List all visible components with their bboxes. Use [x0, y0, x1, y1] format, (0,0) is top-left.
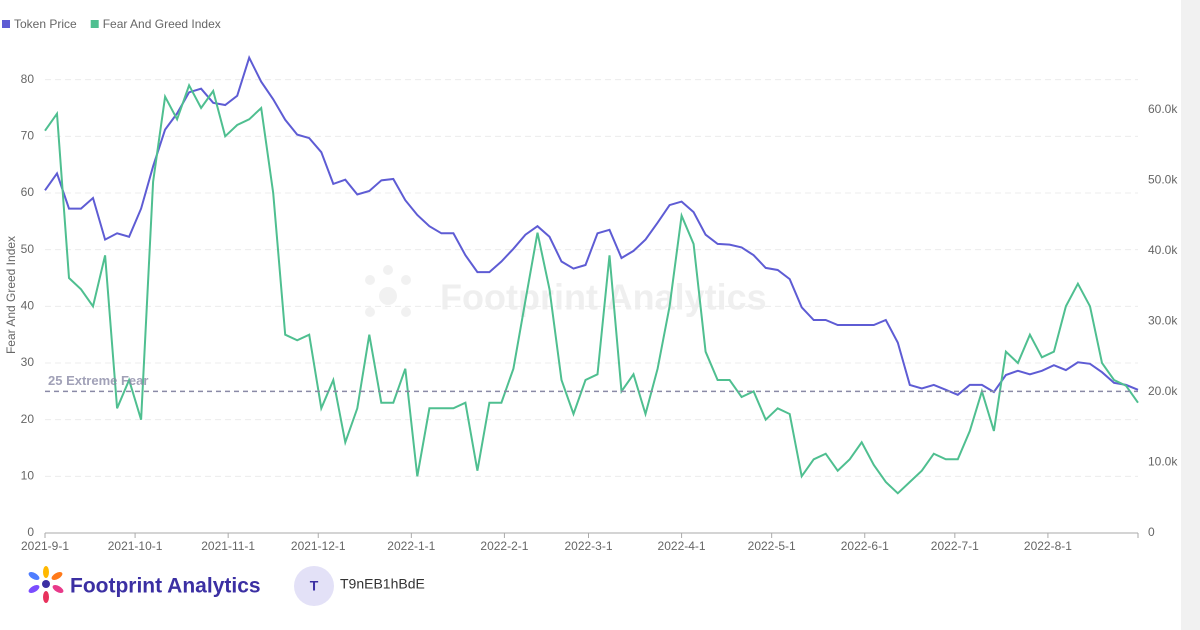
- x-tick-label: 2022-3-1: [564, 539, 612, 553]
- x-tick-label: 2022-1-1: [387, 539, 435, 553]
- y2-tick-label: 10.0k: [1148, 455, 1178, 469]
- reference-label: 25 Extreme Fear: [48, 373, 148, 388]
- x-tick-label: 2022-5-1: [748, 539, 796, 553]
- y-tick-label: 80: [21, 72, 35, 86]
- x-tick-label: 2021-12-1: [291, 539, 346, 553]
- y-tick-label: 0: [27, 525, 34, 539]
- y-tick-label: 60: [21, 185, 35, 199]
- x-tick-label: 2022-6-1: [841, 539, 889, 553]
- x-tick-label: 2022-4-1: [658, 539, 706, 553]
- y-tick-label: 50: [21, 242, 35, 256]
- series-line: [44, 55, 1139, 396]
- y-axis-label: Fear And Greed Index: [4, 236, 18, 354]
- user-name: T9nEB1hBdE: [340, 576, 425, 592]
- x-tick-label: 2022-2-1: [480, 539, 528, 553]
- legend-swatch: [90, 20, 99, 28]
- brand-logo: [28, 566, 64, 603]
- y-tick-label: 20: [21, 412, 35, 426]
- y2-tick-label: 0: [1148, 525, 1155, 539]
- y-tick-label: 70: [21, 129, 35, 143]
- series-line: [44, 82, 1139, 495]
- avatar-letter: T: [310, 578, 319, 594]
- avatar: [294, 566, 334, 606]
- x-tick-label: 2022-8-1: [1024, 539, 1072, 553]
- brand-name: Footprint Analytics: [70, 575, 261, 598]
- legend-label: Fear And Greed Index: [103, 17, 221, 31]
- y2-tick-label: 60.0k: [1148, 102, 1178, 116]
- x-tick-label: 2021-11-1: [201, 539, 255, 553]
- footer: Footprint Analytics T T9nEB1hBdE: [28, 566, 425, 606]
- y-tick-label: 30: [21, 355, 35, 369]
- watermark: Footprint Analytics: [365, 265, 767, 318]
- y-tick-label: 10: [21, 469, 35, 483]
- y2-tick-label: 40.0k: [1148, 243, 1178, 257]
- y2-tick-label: 50.0k: [1148, 173, 1178, 187]
- y-tick-label: 40: [21, 299, 35, 313]
- x-tick-label: 2021-9-1: [21, 539, 69, 553]
- x-tick-label: 2021-10-1: [108, 539, 163, 553]
- scrollbar-track: [1181, 0, 1200, 630]
- legend-swatch: [2, 20, 10, 28]
- x-tick-label: 2022-7-1: [931, 539, 979, 553]
- y2-tick-label: 20.0k: [1148, 384, 1178, 398]
- y2-tick-label: 30.0k: [1148, 314, 1178, 328]
- legend-label: Token Price: [14, 17, 77, 31]
